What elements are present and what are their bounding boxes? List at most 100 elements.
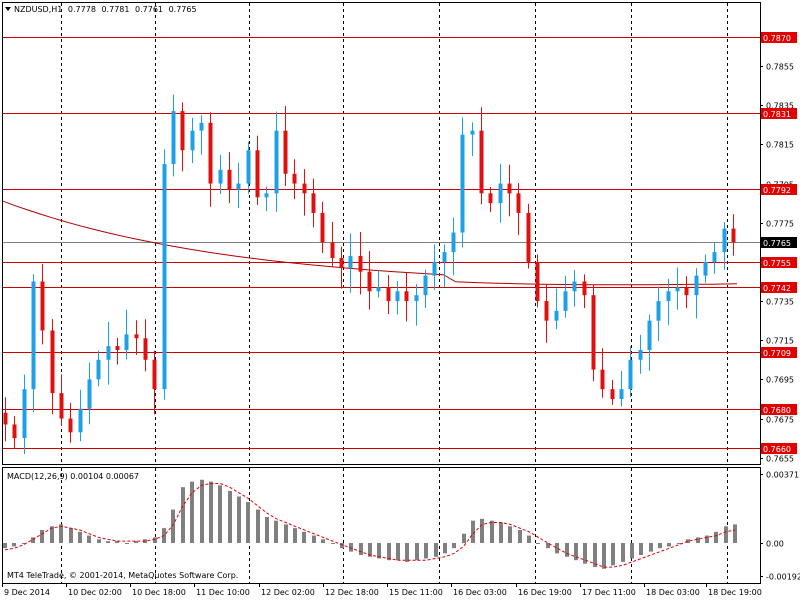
macd-bar	[583, 543, 587, 564]
candle-body	[554, 310, 559, 321]
macd-title: MACD(12,26,9) 0.00104 0.00067	[7, 472, 139, 481]
macd-bar	[40, 529, 44, 543]
candle-body	[208, 122, 213, 184]
macd-bar	[246, 502, 250, 543]
candle-body	[610, 389, 615, 399]
macd-bar	[724, 526, 728, 543]
macd-bar	[639, 543, 643, 556]
candle-body	[50, 330, 55, 394]
macd-bar	[518, 529, 522, 543]
macd-bar	[667, 543, 671, 547]
candle-body	[31, 281, 36, 390]
time-label: 10 Dec 18:00	[132, 588, 186, 597]
candle-body	[442, 252, 447, 262]
candle-body	[516, 193, 521, 213]
macd-bar	[415, 543, 419, 561]
candle-body	[694, 275, 699, 296]
candle-body	[246, 150, 251, 184]
price-tag	[761, 32, 797, 43]
price-tags: 0.7870 0.7831 0.7792 0.7755 0.7742 0.7709 0.76…	[761, 32, 797, 454]
macd-bar	[340, 543, 344, 549]
candle-body	[134, 334, 139, 339]
candle-body	[180, 111, 185, 151]
candle-body	[414, 295, 419, 302]
price-tag-label: 0.7709	[763, 349, 791, 358]
macd-bar	[621, 543, 625, 562]
macd-bar	[733, 524, 737, 543]
candle-body	[264, 193, 269, 198]
macd-bar	[237, 496, 241, 543]
candle-body	[675, 287, 680, 292]
candle-body	[22, 389, 27, 439]
price-tick-label: 0.7655	[766, 455, 794, 464]
macd-bar	[293, 528, 297, 543]
candle-body	[647, 320, 652, 351]
candle-body	[292, 173, 297, 184]
candle-body	[274, 130, 279, 194]
macd-bar	[349, 543, 353, 552]
macd-bar	[368, 543, 372, 557]
macd-bar	[649, 543, 653, 552]
candle-body	[12, 424, 17, 439]
macd-axis: 0.00371 0.00 -0.00192	[760, 471, 800, 582]
dropdown-arrow-icon[interactable]	[5, 7, 11, 11]
candle-body	[236, 183, 241, 190]
macd-bar	[78, 531, 82, 543]
candle-body	[106, 346, 111, 360]
macd-bar	[443, 543, 447, 554]
candle-body	[68, 418, 73, 433]
candle-body	[311, 193, 316, 213]
macd-bar	[312, 535, 316, 543]
macd-bar	[490, 520, 494, 543]
candle-body	[535, 261, 540, 302]
candle-body	[115, 346, 120, 351]
candle-body	[638, 350, 643, 360]
macd-bar	[593, 543, 597, 568]
candle-body	[218, 169, 223, 184]
current-price-tag-label: 0.7765	[763, 239, 791, 248]
time-label: 9 Dec 2014	[4, 588, 50, 597]
time-label: 18 Dec 19:00	[708, 588, 762, 597]
macd-bar	[3, 543, 7, 549]
macd-tick-label: -0.00192	[766, 573, 800, 582]
candle-body	[376, 287, 381, 292]
time-label: 11 Dec 10:00	[196, 588, 250, 597]
macd-bar	[69, 528, 73, 543]
price-pane-frame	[2, 2, 761, 465]
candle-body	[507, 183, 512, 194]
horizontal-levels	[3, 37, 760, 449]
price-tag	[761, 257, 797, 268]
macd-bar	[200, 479, 204, 543]
macd-bar	[209, 481, 213, 543]
macd-bar	[480, 518, 484, 543]
candle-body	[722, 228, 727, 253]
time-label: 18 Dec 03:00	[646, 588, 700, 597]
candle-body	[152, 359, 157, 390]
price-tick-label: 0.7775	[766, 220, 794, 229]
macd-tick-label: 0.00	[766, 540, 784, 549]
candle-body	[526, 212, 531, 262]
macd-bar	[574, 543, 578, 561]
macd-bar	[256, 509, 260, 543]
time-axis: 9 Dec 2014 10 Dec 02:00 10 Dec 18:00 11 Dec…	[2, 584, 762, 597]
time-label: 12 Dec 02:00	[261, 588, 315, 597]
candle-body	[731, 228, 736, 243]
macd-bar	[218, 485, 222, 543]
macd-bar	[190, 481, 194, 543]
candle-body	[255, 150, 260, 198]
macd-bar	[50, 526, 54, 543]
macd-bar	[22, 543, 26, 544]
candle-body	[395, 291, 400, 302]
candle-body	[96, 359, 101, 380]
price-tick-label: 0.7815	[766, 141, 794, 150]
candle-body	[684, 287, 689, 296]
macd-bar	[181, 487, 185, 543]
time-label: 12 Dec 18:00	[325, 588, 379, 597]
candle-body	[656, 301, 661, 321]
candle-body	[227, 169, 232, 190]
candle-body	[59, 393, 64, 419]
macd-signal	[4, 483, 736, 568]
candle-body	[190, 130, 195, 151]
price-tag	[761, 404, 797, 415]
